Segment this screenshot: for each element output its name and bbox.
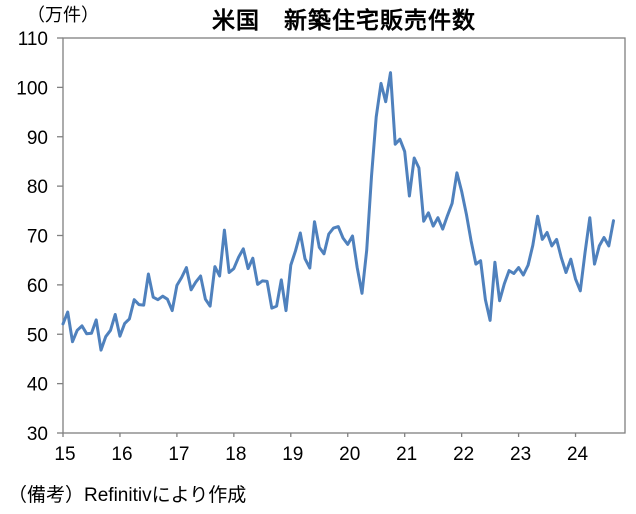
y-tick-label: 110	[18, 29, 48, 50]
y-tick-label: 100	[16, 78, 48, 99]
x-tick-label: 23	[510, 444, 531, 465]
y-tick-label: 50	[27, 325, 48, 346]
x-tick-label: 24	[567, 444, 589, 465]
x-tick-label: 18	[225, 444, 246, 465]
x-tick-label: 21	[396, 444, 417, 465]
x-tick-label: 17	[168, 444, 189, 465]
sales-series-line	[61, 71, 615, 352]
x-tick-label: 20	[339, 444, 360, 465]
source-note: （備考）Refinitivにより作成	[8, 484, 246, 506]
x-tick-label: 22	[453, 444, 474, 465]
chart-title: 米国 新築住宅販売件数	[212, 7, 476, 33]
axes: 30 40 50 60 70 80 90 100 110 15 16 17 18 19 20 21 22 23 24	[16, 29, 626, 465]
x-tick-label: 19	[282, 444, 303, 465]
y-tick-label: 40	[27, 375, 48, 396]
y-tick-label: 30	[27, 424, 48, 445]
y-axis-unit-label: （万件）	[27, 5, 99, 25]
x-tick-label: 15	[54, 444, 75, 465]
y-tick-label: 90	[27, 128, 48, 149]
y-tick-label: 60	[27, 276, 48, 297]
y-tick-label: 70	[27, 227, 48, 248]
y-tick-label: 80	[27, 177, 48, 198]
x-tick-label: 16	[111, 444, 132, 465]
